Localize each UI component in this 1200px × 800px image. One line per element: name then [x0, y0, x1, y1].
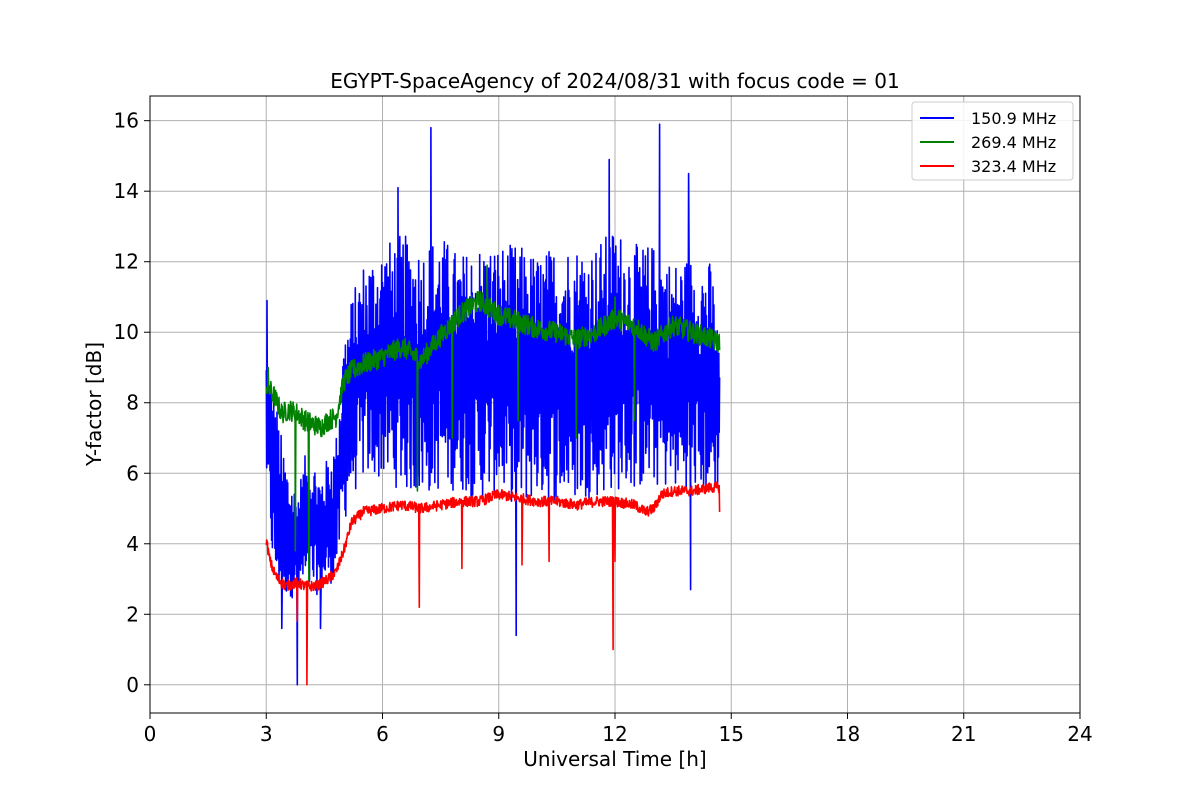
y-tick-label: 12 [114, 250, 139, 274]
x-tick-label: 21 [951, 722, 976, 746]
x-axis: 0 3 6 9 12 15 18 21 24 [144, 713, 1093, 746]
series-layer [265, 123, 721, 686]
y-tick-label: 8 [126, 391, 139, 415]
y-tick-label: 2 [126, 602, 139, 626]
chart-title: EGYPT-SpaceAgency of 2024/08/31 with foc… [330, 69, 899, 93]
series-line-2 [265, 481, 721, 686]
y-axis-label: Y-factor [dB] [82, 342, 106, 467]
x-tick-label: 9 [492, 722, 505, 746]
x-axis-label: Universal Time [h] [523, 747, 706, 771]
series-line-1 [265, 264, 721, 587]
y-tick-label: 0 [126, 673, 139, 697]
legend-label-0: 150.9 MHz [971, 109, 1056, 128]
y-tick-label: 10 [114, 320, 139, 344]
x-tick-label: 3 [260, 722, 273, 746]
legend-label-2: 323.4 MHz [971, 157, 1056, 176]
legend: 150.9 MHz 269.4 MHz 323.4 MHz [911, 101, 1074, 181]
x-tick-label: 24 [1067, 722, 1092, 746]
legend-box [911, 101, 1074, 181]
y-tick-label: 6 [126, 461, 139, 485]
y-axis: 0 2 4 6 8 10 12 14 16 [114, 109, 150, 697]
x-tick-label: 18 [835, 722, 860, 746]
x-tick-label: 15 [719, 722, 744, 746]
y-tick-label: 14 [114, 179, 139, 203]
x-tick-label: 12 [602, 722, 627, 746]
legend-label-1: 269.4 MHz [971, 133, 1056, 152]
y-tick-label: 16 [114, 109, 139, 133]
x-tick-label: 6 [376, 722, 389, 746]
y-tick-label: 4 [126, 532, 139, 556]
x-tick-label: 0 [144, 722, 157, 746]
series-line-0 [265, 123, 721, 686]
